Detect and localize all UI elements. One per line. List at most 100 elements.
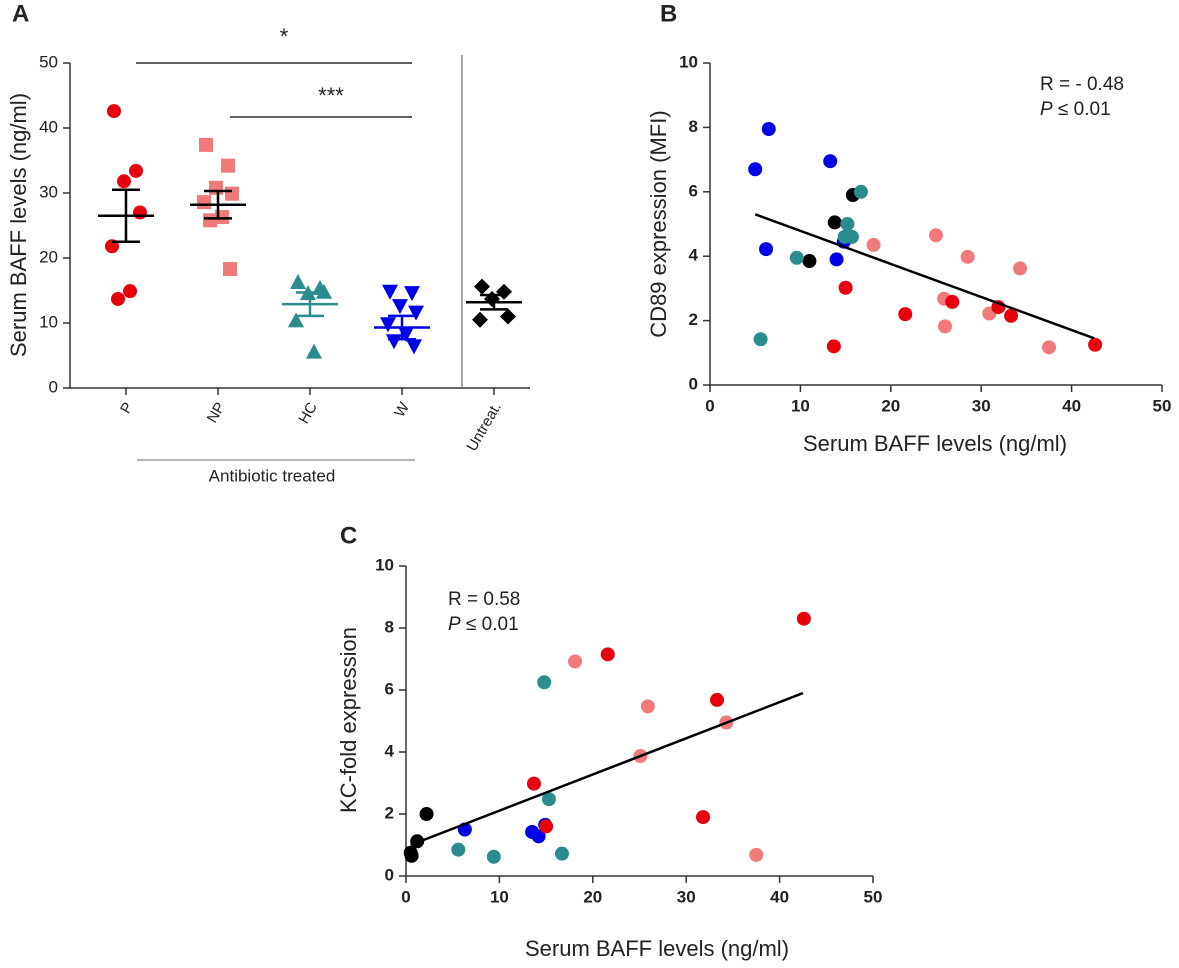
x-tick-label: NP xyxy=(204,399,229,426)
p-value: ≤ 0.01 xyxy=(466,614,519,635)
error-bar xyxy=(466,293,522,311)
point xyxy=(929,228,943,243)
point xyxy=(1042,340,1056,355)
point xyxy=(1004,308,1019,323)
point xyxy=(761,122,776,137)
x-tick-label: 0 xyxy=(401,887,410,906)
point xyxy=(526,776,541,791)
point xyxy=(640,699,655,714)
point xyxy=(500,308,516,325)
x-axis-label: Serum BAFF levels (ng/ml) xyxy=(803,431,1067,456)
error-bar xyxy=(190,189,246,220)
y-tick-label: 0 xyxy=(689,374,698,393)
point xyxy=(403,845,418,860)
x-tick-label: P xyxy=(117,399,137,416)
y-tick-label: 2 xyxy=(385,803,394,822)
x-tick-label: 0 xyxy=(705,396,714,415)
error-bar xyxy=(282,291,338,318)
point xyxy=(392,299,408,315)
point xyxy=(537,675,552,690)
r-label: R = 0.58 xyxy=(448,589,520,610)
point xyxy=(451,842,466,857)
x-tick-label: 10 xyxy=(490,887,509,906)
point xyxy=(866,237,881,252)
error-bar xyxy=(374,314,430,341)
point xyxy=(539,819,554,834)
point xyxy=(288,312,304,328)
point xyxy=(209,180,223,195)
fit-line xyxy=(754,213,1095,340)
significance-label: *** xyxy=(318,83,344,108)
y-axis-label: KC-fold expression xyxy=(336,627,361,813)
point xyxy=(221,158,235,173)
point xyxy=(789,250,804,265)
point xyxy=(404,286,420,302)
point xyxy=(753,332,768,347)
point xyxy=(748,162,763,177)
x-tick-label: 20 xyxy=(881,396,900,415)
x-tick-label: 50 xyxy=(1153,396,1172,415)
x-tick-label: HC xyxy=(295,399,321,426)
point xyxy=(117,174,131,189)
point xyxy=(802,254,817,269)
x-tick-label: 40 xyxy=(770,887,789,906)
p-label: P xyxy=(1040,99,1053,120)
point xyxy=(853,184,868,199)
point xyxy=(759,242,774,257)
point xyxy=(408,305,424,321)
y-tick-label: 10 xyxy=(679,52,698,71)
point xyxy=(541,792,556,807)
point xyxy=(829,252,844,267)
point xyxy=(474,278,490,295)
y-tick-label: 4 xyxy=(689,246,699,265)
x-tick-label: Untreat. xyxy=(463,399,504,454)
point xyxy=(696,810,711,825)
point xyxy=(223,262,237,277)
point xyxy=(406,339,422,355)
x-tick-label: 50 xyxy=(864,887,883,906)
point xyxy=(203,213,217,228)
point xyxy=(290,274,306,290)
point xyxy=(826,339,841,354)
panel-letter: A xyxy=(12,0,29,27)
point xyxy=(710,692,725,707)
y-tick-label: 10 xyxy=(375,555,394,574)
point xyxy=(419,807,434,821)
x-tick-label: 20 xyxy=(583,887,602,906)
point xyxy=(225,186,239,201)
y-tick-label: 6 xyxy=(385,679,394,698)
point xyxy=(938,319,953,334)
group-label: Antibiotic treated xyxy=(209,466,336,485)
r-label: R = - 0.48 xyxy=(1040,74,1124,95)
x-tick-label: 10 xyxy=(791,396,810,415)
point xyxy=(898,307,913,322)
y-tick-label: 6 xyxy=(689,181,698,200)
p-label: P xyxy=(448,614,461,635)
point xyxy=(568,654,583,669)
p-annotation: P ≤ 0.01 xyxy=(1040,99,1111,120)
point xyxy=(197,195,211,210)
x-axis-label: Serum BAFF levels (ng/ml) xyxy=(525,936,789,961)
x-tick-label: 30 xyxy=(677,887,696,906)
y-axis-label: CD89 expression (MFI) xyxy=(646,110,671,337)
point xyxy=(129,163,143,178)
y-tick-label: 30 xyxy=(39,182,58,201)
y-tick-label: 0 xyxy=(385,865,394,884)
point xyxy=(380,317,396,333)
point xyxy=(1013,261,1028,276)
y-tick-label: 2 xyxy=(689,310,698,329)
panel-letter: C xyxy=(340,522,357,549)
point xyxy=(472,311,488,328)
point xyxy=(531,829,546,844)
x-tick-label: 40 xyxy=(1062,396,1081,415)
x-tick-label: 30 xyxy=(972,396,991,415)
point xyxy=(796,611,811,626)
point xyxy=(749,847,764,862)
error-bar xyxy=(98,188,154,243)
point xyxy=(486,849,501,864)
fit-line xyxy=(410,691,804,847)
point xyxy=(1088,337,1103,352)
point xyxy=(554,846,569,861)
point xyxy=(107,104,121,119)
point xyxy=(133,205,147,220)
